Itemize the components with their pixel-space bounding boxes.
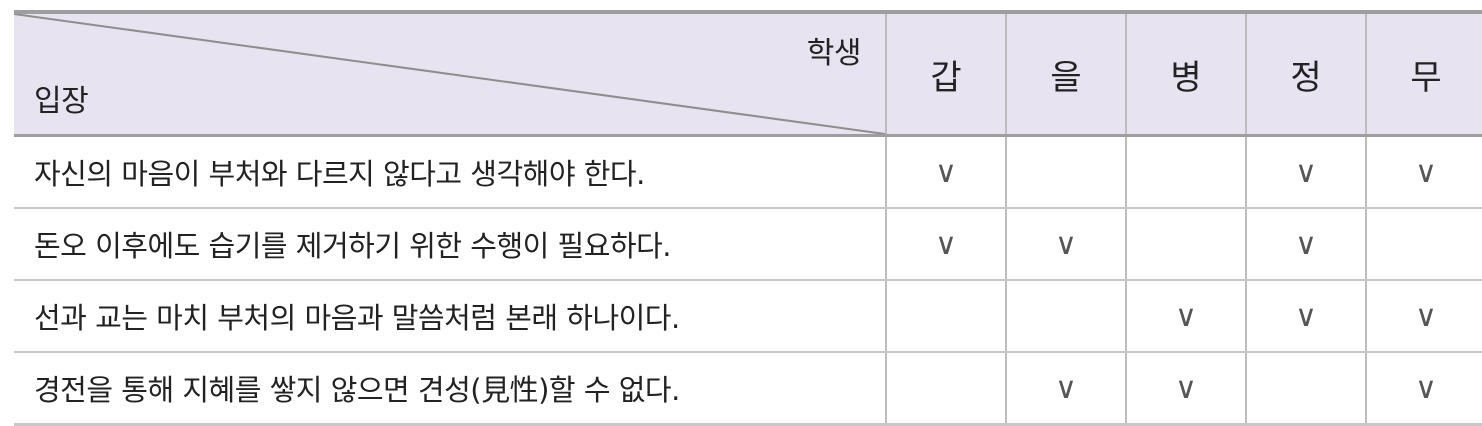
check-cell-병 (1125, 208, 1246, 281)
check-mark-icon: ∨ (1175, 298, 1197, 334)
check-cell-무: ∨ (1365, 352, 1482, 426)
check-mark-icon: ∨ (1415, 370, 1437, 406)
check-cell-정 (1245, 352, 1366, 426)
header-row: 학생 입장 갑 을 병 정 무 (14, 10, 1482, 137)
table-header: 학생 입장 갑 을 병 정 무 (14, 10, 1482, 137)
stance-cell: 돈오 이후에도 습기를 제거하기 위한 수행이 필요하다. (14, 208, 886, 281)
table-body: 자신의 마음이 부처와 다르지 않다고 생각해야 한다. ∨ ∨ ∨ 돈오 이후에도 습… (14, 135, 1482, 426)
stance-cell: 선과 교는 마치 부처의 마음과 말씀처럼 본래 하나이다. (14, 280, 886, 353)
header-student-0: 갑 (885, 10, 1006, 137)
check-cell-무 (1365, 208, 1482, 281)
check-mark-icon: ∨ (1415, 298, 1437, 334)
check-mark-icon: ∨ (1055, 226, 1077, 262)
check-mark-icon: ∨ (1175, 370, 1197, 406)
check-cell-병: ∨ (1125, 352, 1246, 426)
check-cell-갑: ∨ (885, 135, 1006, 209)
check-cell-갑: ∨ (885, 208, 1006, 281)
header-student-4: 무 (1365, 10, 1482, 137)
check-cell-을: ∨ (1005, 352, 1126, 426)
header-student-1: 을 (1005, 10, 1126, 137)
header-student-2: 병 (1125, 10, 1246, 137)
check-mark-icon: ∨ (1055, 370, 1077, 406)
check-cell-갑 (885, 280, 1006, 353)
table-row: 자신의 마음이 부처와 다르지 않다고 생각해야 한다. ∨ ∨ ∨ (14, 135, 1482, 209)
stance-cell: 자신의 마음이 부처와 다르지 않다고 생각해야 한다. (14, 135, 886, 209)
check-cell-병 (1125, 135, 1246, 209)
check-cell-을 (1005, 135, 1126, 209)
header-corner-cell: 학생 입장 (14, 10, 886, 137)
table-row: 경전을 통해 지혜를 쌓지 않으면 견성(見性)할 수 없다. ∨ ∨ ∨ (14, 352, 1482, 426)
check-cell-무: ∨ (1365, 135, 1482, 209)
header-student-label: 학생 (806, 36, 862, 71)
stance-table: 학생 입장 갑 을 병 정 무 자신의 마음이 부처와 다르지 않다고 생각해야… (14, 10, 1482, 426)
check-cell-정: ∨ (1245, 280, 1366, 353)
stance-table-container: 학생 입장 갑 을 병 정 무 자신의 마음이 부처와 다르지 않다고 생각해야… (14, 10, 1482, 426)
check-mark-icon: ∨ (935, 154, 957, 190)
header-student-3: 정 (1245, 10, 1366, 137)
check-cell-을 (1005, 280, 1126, 353)
check-cell-무: ∨ (1365, 280, 1482, 353)
check-mark-icon: ∨ (1295, 298, 1317, 334)
check-cell-병: ∨ (1125, 280, 1246, 353)
check-cell-을: ∨ (1005, 208, 1126, 281)
check-cell-갑 (885, 352, 1006, 426)
stance-cell: 경전을 통해 지혜를 쌓지 않으면 견성(見性)할 수 없다. (14, 352, 886, 426)
corner-diagonal-line (14, 14, 885, 134)
check-cell-정: ∨ (1245, 208, 1366, 281)
check-cell-정: ∨ (1245, 135, 1366, 209)
header-stance-label: 입장 (34, 84, 89, 119)
table-row: 돈오 이후에도 습기를 제거하기 위한 수행이 필요하다. ∨ ∨ ∨ (14, 208, 1482, 281)
check-mark-icon: ∨ (1295, 154, 1317, 190)
check-mark-icon: ∨ (1415, 154, 1437, 190)
check-mark-icon: ∨ (935, 226, 957, 262)
check-mark-icon: ∨ (1295, 226, 1317, 262)
table-row: 선과 교는 마치 부처의 마음과 말씀처럼 본래 하나이다. ∨ ∨ ∨ (14, 280, 1482, 353)
